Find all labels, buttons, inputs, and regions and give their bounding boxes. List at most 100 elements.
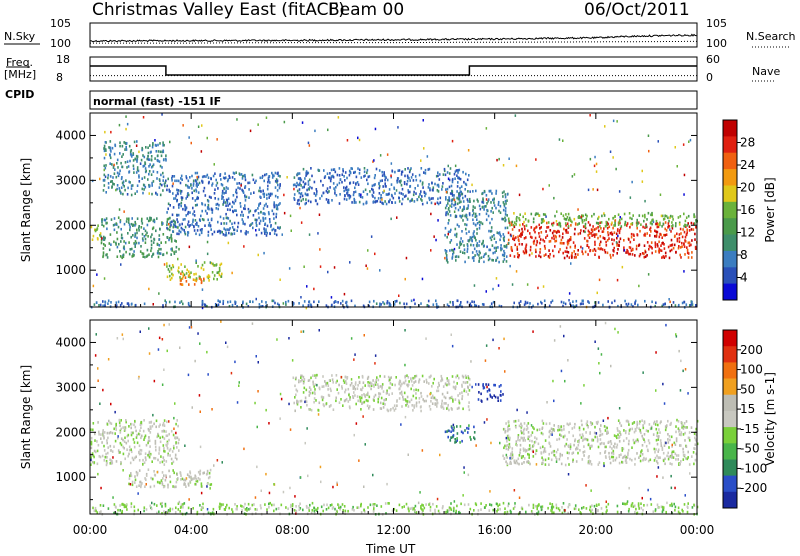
- power-cell: [522, 231, 524, 234]
- power-cell: [379, 303, 381, 306]
- power-cell: [598, 301, 600, 304]
- velocity-cell: [293, 377, 295, 380]
- velocity-cell: [141, 449, 143, 452]
- power-cell: [456, 190, 458, 193]
- velocity-cell: [314, 393, 316, 396]
- velocity-cell: [543, 422, 545, 425]
- velocity-cell: [120, 419, 122, 422]
- power-cell: [112, 176, 114, 179]
- velocity-cell: [628, 440, 630, 443]
- power-cell: [199, 219, 201, 222]
- velocity-cell: [518, 458, 520, 461]
- power-cell: [628, 238, 630, 241]
- velocity-cell: [597, 438, 599, 441]
- power-cell: [678, 245, 680, 248]
- velocity-cell: [127, 440, 129, 443]
- power-cell: [499, 234, 501, 237]
- power-cell: [621, 218, 623, 221]
- power-noise-cell: [198, 126, 200, 129]
- power-cell: [184, 209, 186, 212]
- velocity-cell: [326, 402, 328, 405]
- power-cell: [161, 166, 163, 169]
- velocity-cell: [693, 463, 695, 466]
- velocity-cell: [635, 440, 637, 443]
- power-noise-cell: [498, 158, 500, 161]
- velocity-cell: [366, 399, 368, 402]
- velocity-cell: [378, 398, 380, 401]
- power-cell: [191, 187, 193, 190]
- power-cell: [491, 192, 493, 195]
- power-noise-cell: [191, 142, 193, 145]
- velocity-cell: [309, 386, 311, 389]
- power-noise-cell: [690, 139, 692, 142]
- velocity-cell: [409, 401, 411, 404]
- velocity-cell: [98, 431, 100, 434]
- power-cell: [243, 191, 245, 194]
- power-cell: [234, 232, 236, 235]
- power-cell: [201, 230, 203, 233]
- velocity-cell: [627, 453, 629, 456]
- power-cell: [226, 222, 228, 225]
- power-cell: [391, 183, 393, 186]
- power-cell: [242, 301, 244, 304]
- power-cell: [620, 238, 622, 241]
- velocity-cell: [551, 428, 553, 431]
- power-cell: [450, 192, 452, 195]
- power-cell: [476, 232, 478, 235]
- power-cell: [548, 221, 550, 224]
- power-cell: [193, 184, 195, 187]
- velocity-cell: [310, 377, 312, 380]
- power-cell: [482, 206, 484, 209]
- velocity-cell: [657, 424, 659, 427]
- velocity-cell: [143, 419, 145, 422]
- power-noise-cell: [266, 117, 268, 120]
- velocity-cell: [165, 479, 167, 482]
- velocity-cell: [403, 398, 405, 401]
- velocity-cell: [314, 388, 316, 391]
- power-cell: [618, 244, 620, 247]
- power-cell: [218, 271, 220, 274]
- power-cell: [137, 169, 139, 172]
- power-noise-cell: [233, 211, 235, 214]
- velocity-cell: [459, 441, 461, 444]
- power-cell: [378, 197, 380, 200]
- power-cell: [194, 214, 196, 217]
- power-cell: [369, 190, 371, 193]
- velocity-cell: [322, 510, 324, 513]
- velocity-cell: [367, 400, 369, 403]
- velocity-cell: [347, 376, 349, 379]
- velocity-cell: [314, 397, 316, 400]
- power-cell: [414, 200, 416, 203]
- power-cell: [217, 182, 219, 185]
- power-cell: [644, 244, 646, 247]
- velocity-cell: [561, 429, 563, 432]
- velocity-cell: [567, 452, 569, 455]
- power-cell: [314, 181, 316, 184]
- power-cell: [190, 184, 192, 187]
- power-cell: [666, 233, 668, 236]
- power-cell: [263, 193, 265, 196]
- power-cell: [147, 217, 149, 220]
- velocity-cell: [139, 469, 141, 472]
- power-cell: [224, 172, 226, 175]
- power-cell: [110, 140, 112, 143]
- power-cell: [626, 303, 628, 306]
- power-cell: [472, 236, 474, 239]
- power-cell: [213, 278, 215, 281]
- power-noise-cell: [284, 121, 286, 124]
- power-cell: [575, 256, 577, 259]
- power-cell: [605, 225, 607, 228]
- velocity-cell: [100, 433, 102, 436]
- velocity-cell: [354, 388, 356, 391]
- power-cell: [467, 301, 469, 304]
- power-cell: [110, 175, 112, 178]
- velocity-cell: [563, 436, 565, 439]
- power-cell: [232, 226, 234, 229]
- velocity-cell: [463, 381, 465, 384]
- power-cell: [109, 242, 111, 245]
- power-cell: [584, 225, 586, 228]
- power-cell: [459, 187, 461, 190]
- power-cell: [421, 167, 423, 170]
- velocity-cell: [188, 475, 190, 478]
- velocity-cell: [367, 377, 369, 380]
